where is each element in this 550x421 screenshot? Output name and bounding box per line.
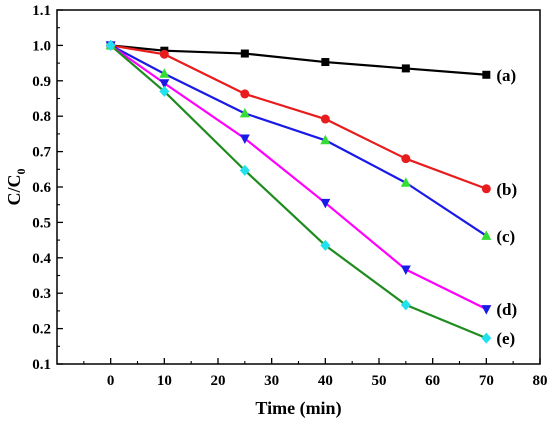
series-label: (c) (496, 227, 515, 246)
diamond-marker (239, 164, 250, 176)
circle-marker (159, 49, 169, 59)
triangle-up-marker (239, 107, 250, 118)
y-tick-label: 0.4 (32, 251, 51, 267)
triangle-down-marker (481, 305, 492, 315)
triangle-up-marker (481, 230, 492, 240)
series-label: (e) (496, 329, 515, 348)
series-line-2 (110, 44, 487, 190)
square-marker (321, 58, 330, 67)
diamond-marker (105, 39, 116, 51)
triangle-up-marker (159, 68, 170, 78)
triangle-up-marker (400, 177, 411, 187)
x-tick-label: 50 (372, 373, 387, 389)
x-tick-label: 40 (318, 373, 333, 389)
series-lines (109, 44, 487, 340)
y-tick-label: 0.1 (32, 357, 51, 373)
x-axis-title: Time (min) (255, 398, 341, 419)
triangle-up-marker (320, 134, 331, 145)
y-tick-label: 0.2 (32, 322, 51, 338)
x-tick-label: 10 (157, 373, 172, 389)
diamond-marker (400, 299, 411, 311)
y-tick-label: 0.6 (32, 180, 51, 196)
y-axis-title-main: C/C (4, 175, 24, 206)
diamond-marker (320, 239, 331, 251)
series-line-1 (110, 44, 487, 76)
series-line-5 (109, 44, 487, 340)
x-tick-label: 0 (107, 373, 115, 389)
series-label: (a) (496, 66, 516, 85)
y-tick-label: 0.9 (32, 74, 51, 90)
series-label: (d) (496, 300, 517, 319)
series-markers (105, 39, 492, 344)
y-tick-label: 0.3 (32, 286, 51, 302)
square-marker (401, 64, 410, 73)
x-tick-label: 60 (425, 373, 440, 389)
diamond-marker (159, 85, 170, 97)
y-axis-tick-labels: 0.1 0.2 0.3 0.4 0.5 0.6 0.7 0.8 0.9 1.0 1.1 (32, 3, 51, 373)
y-tick-label: 0.8 (32, 109, 51, 125)
circle-marker (320, 114, 330, 124)
axis-ticks (57, 9, 541, 365)
plot-frame (56, 9, 541, 365)
square-marker (482, 70, 491, 79)
y-axis-title-subscript: 0 (14, 169, 28, 175)
series-labels: (a) (b) (c) (d) (e) (496, 66, 517, 348)
x-tick-label: 20 (211, 373, 226, 389)
y-tick-label: 0.7 (32, 145, 51, 161)
triangle-down-marker (320, 198, 331, 209)
series-line-3 (110, 44, 487, 237)
y-tick-label: 0.5 (32, 215, 51, 231)
series-label: (b) (496, 180, 517, 199)
circle-marker (401, 154, 411, 164)
x-tick-label: 70 (479, 373, 494, 389)
triangle-down-marker (400, 265, 411, 275)
triangle-down-marker (239, 134, 250, 145)
y-tick-label: 1.1 (32, 3, 51, 19)
y-tick-label: 1.0 (32, 38, 51, 54)
x-tick-label: 80 (533, 373, 548, 389)
x-axis-tick-labels: 0 10 20 30 40 50 60 70 80 (107, 373, 548, 389)
y-axis-title: C/C0 (4, 169, 28, 206)
circle-marker (240, 89, 250, 99)
circle-marker (481, 184, 491, 194)
series-line-4 (110, 44, 487, 311)
square-marker (240, 49, 249, 58)
x-tick-label: 30 (264, 373, 279, 389)
triangle-down-marker (159, 79, 170, 89)
diamond-marker (481, 332, 492, 344)
